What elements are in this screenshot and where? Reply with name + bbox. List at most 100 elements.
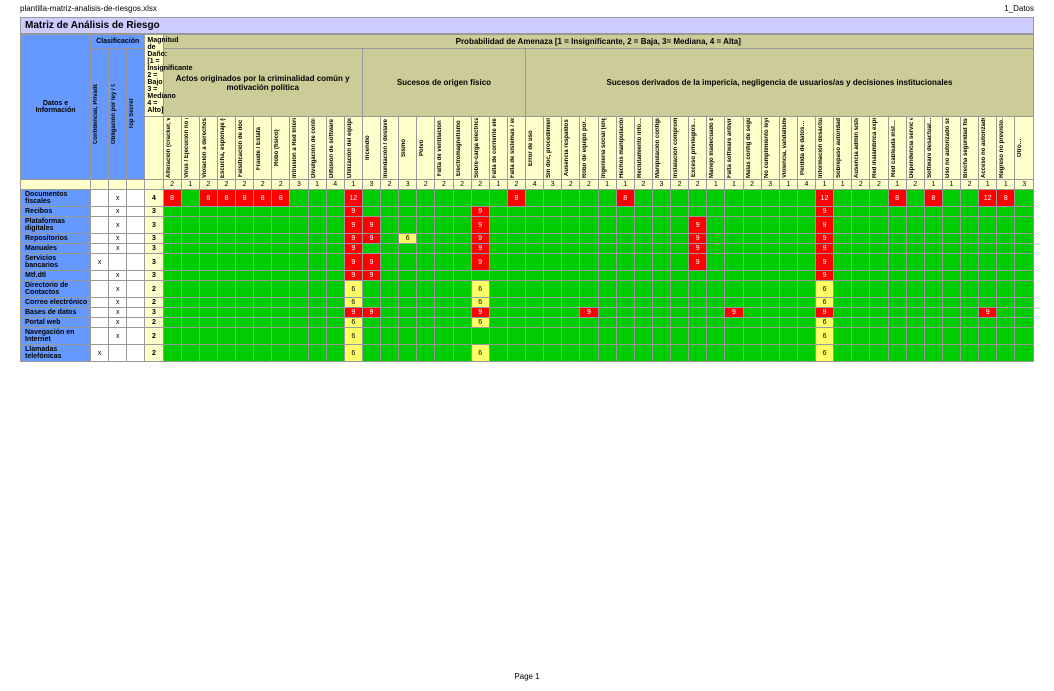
mag-cell-4: 3: [145, 244, 163, 254]
risk-cell-9-23: 9: [580, 308, 598, 318]
risk-cell-4-37: [834, 244, 852, 254]
data-row-6: Mtf.dtlx3999: [21, 271, 1034, 281]
risk-cell-12-34: [779, 345, 797, 362]
risk-cell-0-17: [471, 190, 489, 207]
risk-cell-3-26: [634, 234, 652, 244]
threat-col-33: No cumplimiento leyes, regul…: [761, 117, 779, 180]
risk-cell-8-31: [725, 298, 743, 308]
row-label-1: Recibos: [21, 207, 91, 217]
risk-cell-9-33: [761, 308, 779, 318]
risk-cell-11-41: [906, 328, 924, 345]
risk-cell-4-47: [1015, 244, 1034, 254]
risk-cell-6-21: [544, 271, 562, 281]
risk-cell-2-26: [634, 217, 652, 234]
risk-cell-1-38: [852, 207, 870, 217]
risk-cell-5-7: [290, 254, 308, 271]
risk-cell-9-2: [199, 308, 217, 318]
data-row-11: Navegación en Internetx266: [21, 328, 1034, 345]
risk-cell-7-40: [888, 281, 906, 298]
risk-cell-0-9: [326, 190, 344, 207]
risk-cell-1-6: [272, 207, 290, 217]
risk-cell-12-10: 6: [344, 345, 362, 362]
risk-cell-9-21: [544, 308, 562, 318]
prob-value-35: 4: [797, 180, 815, 190]
threat-col-39: Red inalámbrica expues…: [870, 117, 888, 180]
risk-cell-4-34: [779, 244, 797, 254]
risk-cell-1-46: [997, 207, 1015, 217]
threat-col-22: Ausencia respaldos: [562, 117, 580, 180]
risk-cell-12-33: [761, 345, 779, 362]
risk-cell-10-5: [254, 318, 272, 328]
risk-cell-5-36: 9: [816, 254, 834, 271]
risk-cell-5-32: [743, 254, 761, 271]
risk-cell-10-19: [507, 318, 525, 328]
risk-cell-11-17: [471, 328, 489, 345]
risk-cell-12-17: 6: [471, 345, 489, 362]
risk-cell-6-27: [652, 271, 670, 281]
risk-cell-3-47: [1015, 234, 1034, 244]
mag-cell-10: 2: [145, 318, 163, 328]
risk-cell-0-6: 8: [272, 190, 290, 207]
risk-cell-5-31: [725, 254, 743, 271]
numrow-spacer-4: [145, 180, 163, 190]
risk-cell-4-33: [761, 244, 779, 254]
threat-col-36: Información desactualizada…: [816, 117, 834, 180]
risk-cell-4-8: [308, 244, 326, 254]
risk-cell-2-7: [290, 217, 308, 234]
risk-cell-7-7: [290, 281, 308, 298]
risk-cell-2-19: [507, 217, 525, 234]
numrow-spacer-2: [109, 180, 127, 190]
class-cell-9-1: x: [109, 308, 127, 318]
risk-cell-2-20: [526, 217, 544, 234]
risk-cell-6-7: [290, 271, 308, 281]
risk-cell-4-30: [707, 244, 725, 254]
risk-cell-6-4: [236, 271, 254, 281]
risk-cell-11-9: [326, 328, 344, 345]
threat-col-38: Ausencia admin sistema…: [852, 117, 870, 180]
risk-cell-5-44: [961, 254, 979, 271]
risk-cell-10-8: [308, 318, 326, 328]
risk-cell-5-2: [199, 254, 217, 271]
risk-cell-9-32: [743, 308, 761, 318]
risk-cell-9-35: [797, 308, 815, 318]
risk-cell-6-8: [308, 271, 326, 281]
risk-cell-11-33: [761, 328, 779, 345]
prob-value-24: 1: [598, 180, 616, 190]
class-cell-2-1: x: [109, 217, 127, 234]
threat-col-44: Brecha seguridad física…: [961, 117, 979, 180]
row-label-5: Servicios bancarios: [21, 254, 91, 271]
risk-cell-12-32: [743, 345, 761, 362]
risk-cell-9-28: [671, 308, 689, 318]
risk-cell-7-34: [779, 281, 797, 298]
risk-cell-6-5: [254, 271, 272, 281]
risk-cell-5-1: [181, 254, 199, 271]
risk-cell-6-20: [526, 271, 544, 281]
risk-cell-8-29: [689, 298, 707, 308]
prob-value-2: 2: [199, 180, 217, 190]
risk-cell-3-46: [997, 234, 1015, 244]
risk-cell-1-19: [507, 207, 525, 217]
risk-cell-2-45: [979, 217, 997, 234]
threat-col-3: Escucha, espionaje (dropper ap…): [217, 117, 235, 180]
risk-cell-10-11: [362, 318, 380, 328]
threat-col-17: Sobre-carga eléctrica: [471, 117, 489, 180]
prob-value-20: 4: [526, 180, 544, 190]
threat-col-21: Sin doc, procedimientos…: [544, 117, 562, 180]
prob-value-38: 2: [852, 180, 870, 190]
risk-cell-3-43: [942, 234, 960, 244]
prob-value-1: 1: [181, 180, 199, 190]
risk-cell-3-38: [852, 234, 870, 244]
data-row-3: Repositoriosx3996999: [21, 234, 1034, 244]
risk-cell-5-10: 9: [344, 254, 362, 271]
risk-cell-2-16: [453, 217, 471, 234]
class-cell-4-0: [91, 244, 109, 254]
risk-cell-11-43: [942, 328, 960, 345]
class-cell-10-0: [91, 318, 109, 328]
risk-cell-9-34: [779, 308, 797, 318]
risk-cell-2-18: [489, 217, 507, 234]
risk-cell-6-17: [471, 271, 489, 281]
risk-cell-3-37: [834, 234, 852, 244]
risk-cell-6-12: [381, 271, 399, 281]
risk-cell-8-33: [761, 298, 779, 308]
risk-cell-11-7: [290, 328, 308, 345]
